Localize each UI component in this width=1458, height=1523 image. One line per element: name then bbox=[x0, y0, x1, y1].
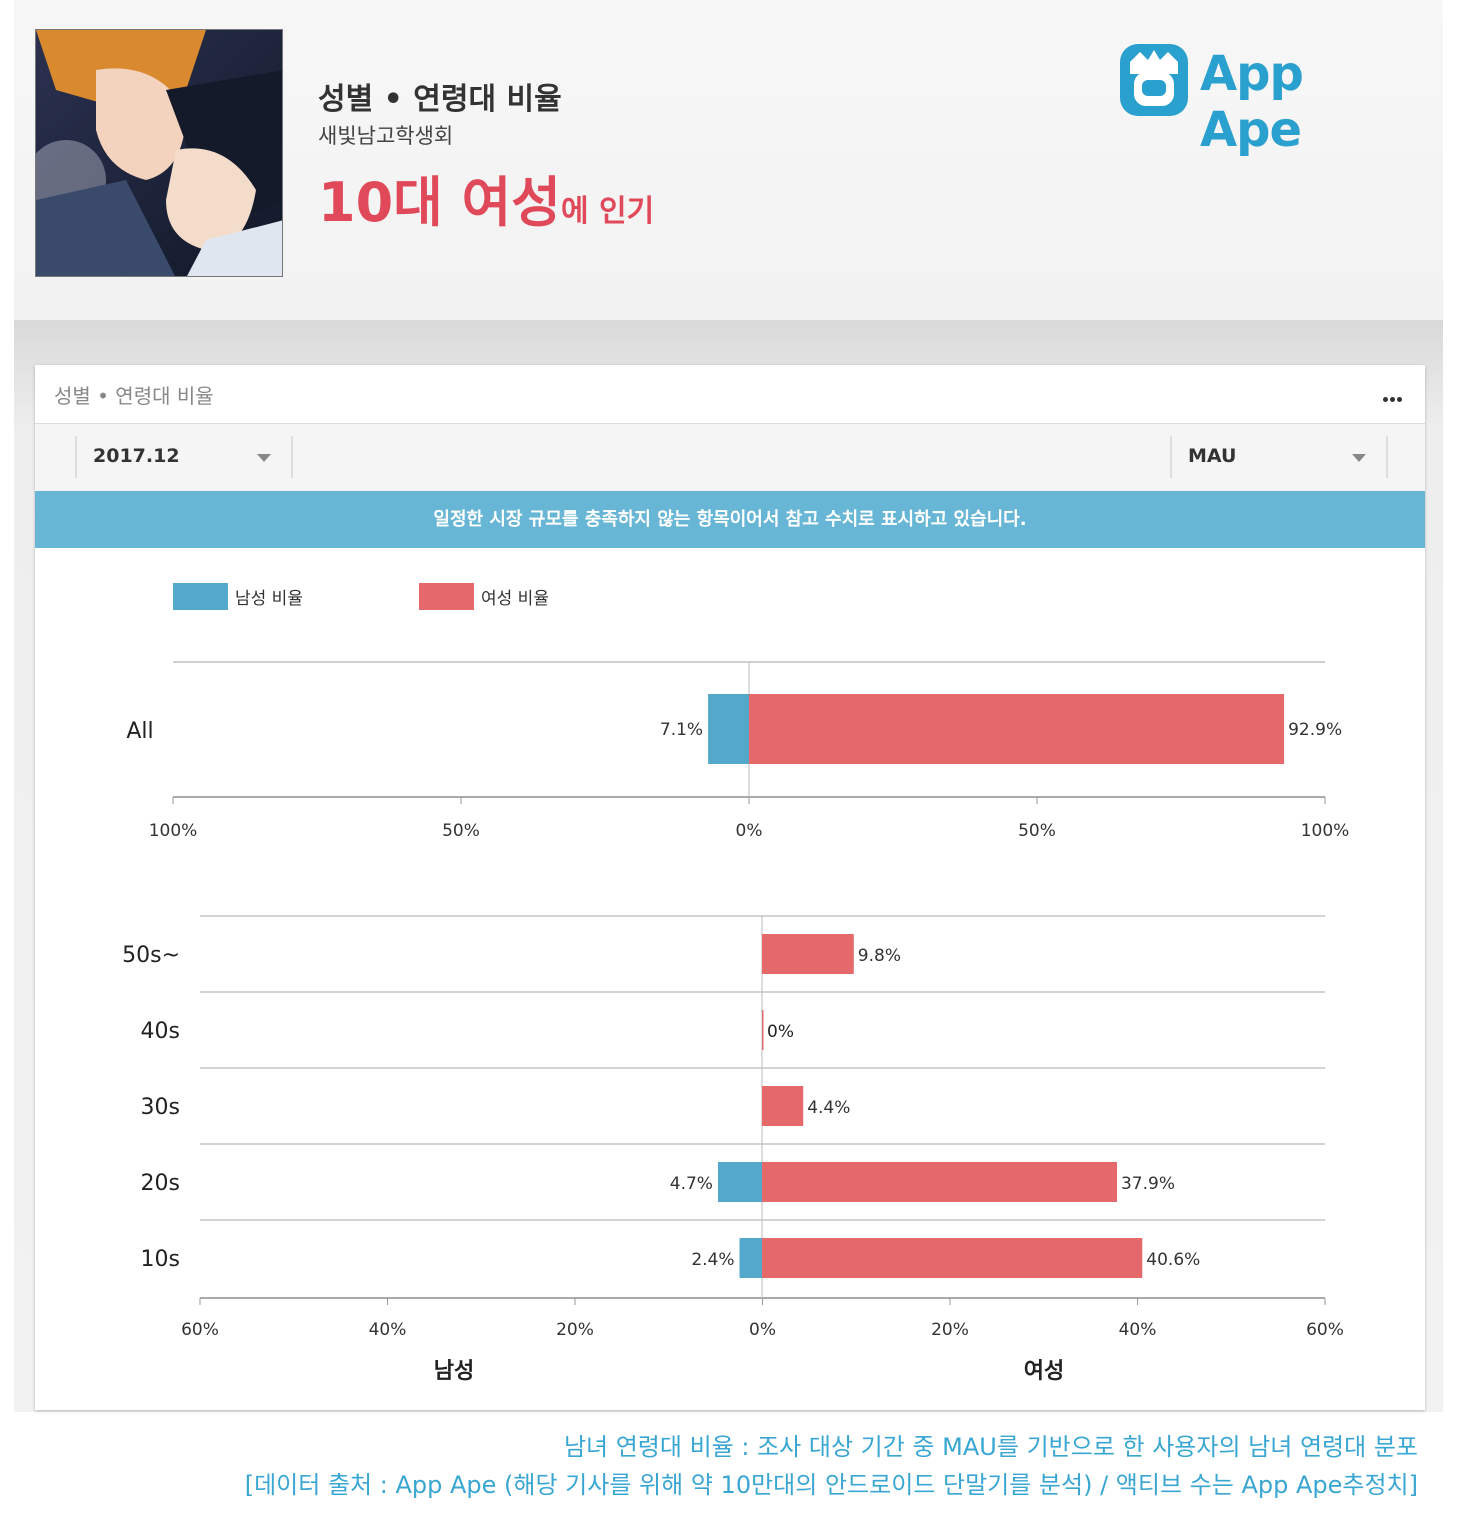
headline: 10대 여성에 인기 bbox=[318, 158, 654, 237]
x-axis-label-male: 남성 bbox=[434, 1359, 474, 1384]
headline-emphasis: 10대 여성 bbox=[318, 171, 561, 234]
data-label-female: 92.9% bbox=[1288, 720, 1342, 740]
x-tick-label: 100% bbox=[1301, 821, 1350, 841]
bar-female bbox=[762, 1010, 764, 1050]
bar-male bbox=[717, 1162, 762, 1202]
x-tick-label: 0% bbox=[736, 821, 763, 841]
x-tick-label: 50% bbox=[442, 821, 480, 841]
panel-title: 성별 • 연령대 비율 bbox=[54, 384, 214, 408]
bar-male bbox=[708, 694, 749, 764]
date-select[interactable]: 2017.12 bbox=[75, 436, 293, 478]
caption-line-1: 남녀 연령대 비율 : 조사 대상 기간 중 MAU를 기반으로 한 사용자의 … bbox=[563, 1433, 1418, 1461]
x-tick-label: 60% bbox=[181, 1320, 219, 1340]
x-tick-label: 20% bbox=[931, 1320, 969, 1340]
app-name: 새빛남고학생회 bbox=[318, 124, 454, 148]
chevron-down-icon bbox=[257, 454, 271, 462]
x-tick-label: 100% bbox=[149, 821, 198, 841]
bar-female bbox=[762, 934, 854, 974]
x-axis-label-female: 여성 bbox=[1024, 1359, 1064, 1384]
category-label: 20s bbox=[141, 1171, 180, 1196]
headline-suffix: 에 인기 bbox=[561, 194, 655, 229]
metric-select-value: MAU bbox=[1188, 445, 1237, 467]
app-ape-logo: App Ape bbox=[1116, 38, 1416, 158]
data-label-male: 0% bbox=[767, 1022, 794, 1042]
more-dots-icon[interactable] bbox=[1383, 387, 1405, 402]
x-tick-label: 60% bbox=[1306, 1320, 1344, 1340]
data-label-male: 4.7% bbox=[670, 1174, 713, 1194]
caption: 남녀 연령대 비율 : 조사 대상 기간 중 MAU를 기반으로 한 사용자의 … bbox=[245, 1428, 1418, 1504]
bar-female bbox=[762, 1238, 1143, 1278]
app-cover-image bbox=[35, 29, 283, 277]
bar-female bbox=[762, 1162, 1117, 1202]
x-tick-label: 20% bbox=[556, 1320, 594, 1340]
metric-select[interactable]: MAU bbox=[1170, 436, 1388, 478]
data-label-male: 2.4% bbox=[691, 1250, 734, 1270]
bar-male bbox=[739, 1238, 762, 1278]
date-select-value: 2017.12 bbox=[93, 445, 180, 467]
x-tick-label: 50% bbox=[1018, 821, 1056, 841]
header-title: 성별 • 연령대 비율 bbox=[318, 82, 562, 117]
notice-banner: 일정한 시장 규모를 충족하지 않는 항목이어서 참고 수치로 표시하고 있습니… bbox=[35, 491, 1425, 548]
legend-swatch-male bbox=[173, 583, 228, 610]
data-label-female: 9.8% bbox=[858, 946, 901, 966]
caption-line-2: [데이터 출처 : App Ape (해당 기사를 위해 약 10만대의 안드로… bbox=[244, 1471, 1418, 1499]
bar-female bbox=[749, 694, 1285, 764]
x-tick-label: 40% bbox=[1119, 1320, 1157, 1340]
x-tick-label: 0% bbox=[749, 1320, 776, 1340]
category-label: 10s bbox=[141, 1247, 180, 1272]
legend-label-female: 여성 비율 bbox=[481, 589, 549, 609]
data-label-female: 40.6% bbox=[1146, 1250, 1200, 1270]
legend-swatch-female bbox=[419, 583, 474, 610]
chart-panel: 성별 • 연령대 비율 2017.12 MAU 일정한 시장 규모를 충족하지 … bbox=[35, 365, 1425, 1410]
data-label-male: 7.1% bbox=[660, 720, 703, 740]
category-label: 40s bbox=[141, 1019, 180, 1044]
bar-female bbox=[762, 1086, 804, 1126]
legend-label-male: 남성 비율 bbox=[235, 589, 303, 609]
category-label: 50s~ bbox=[122, 943, 180, 968]
logo-text: App Ape bbox=[1200, 46, 1304, 158]
data-label-female: 4.4% bbox=[807, 1098, 850, 1118]
category-label: All bbox=[126, 719, 153, 744]
category-label: 30s bbox=[141, 1095, 180, 1120]
x-tick-label: 40% bbox=[369, 1320, 407, 1340]
chevron-down-icon bbox=[1352, 454, 1366, 462]
monkey-logo-icon bbox=[1120, 44, 1188, 116]
data-label-female: 37.9% bbox=[1121, 1174, 1175, 1194]
